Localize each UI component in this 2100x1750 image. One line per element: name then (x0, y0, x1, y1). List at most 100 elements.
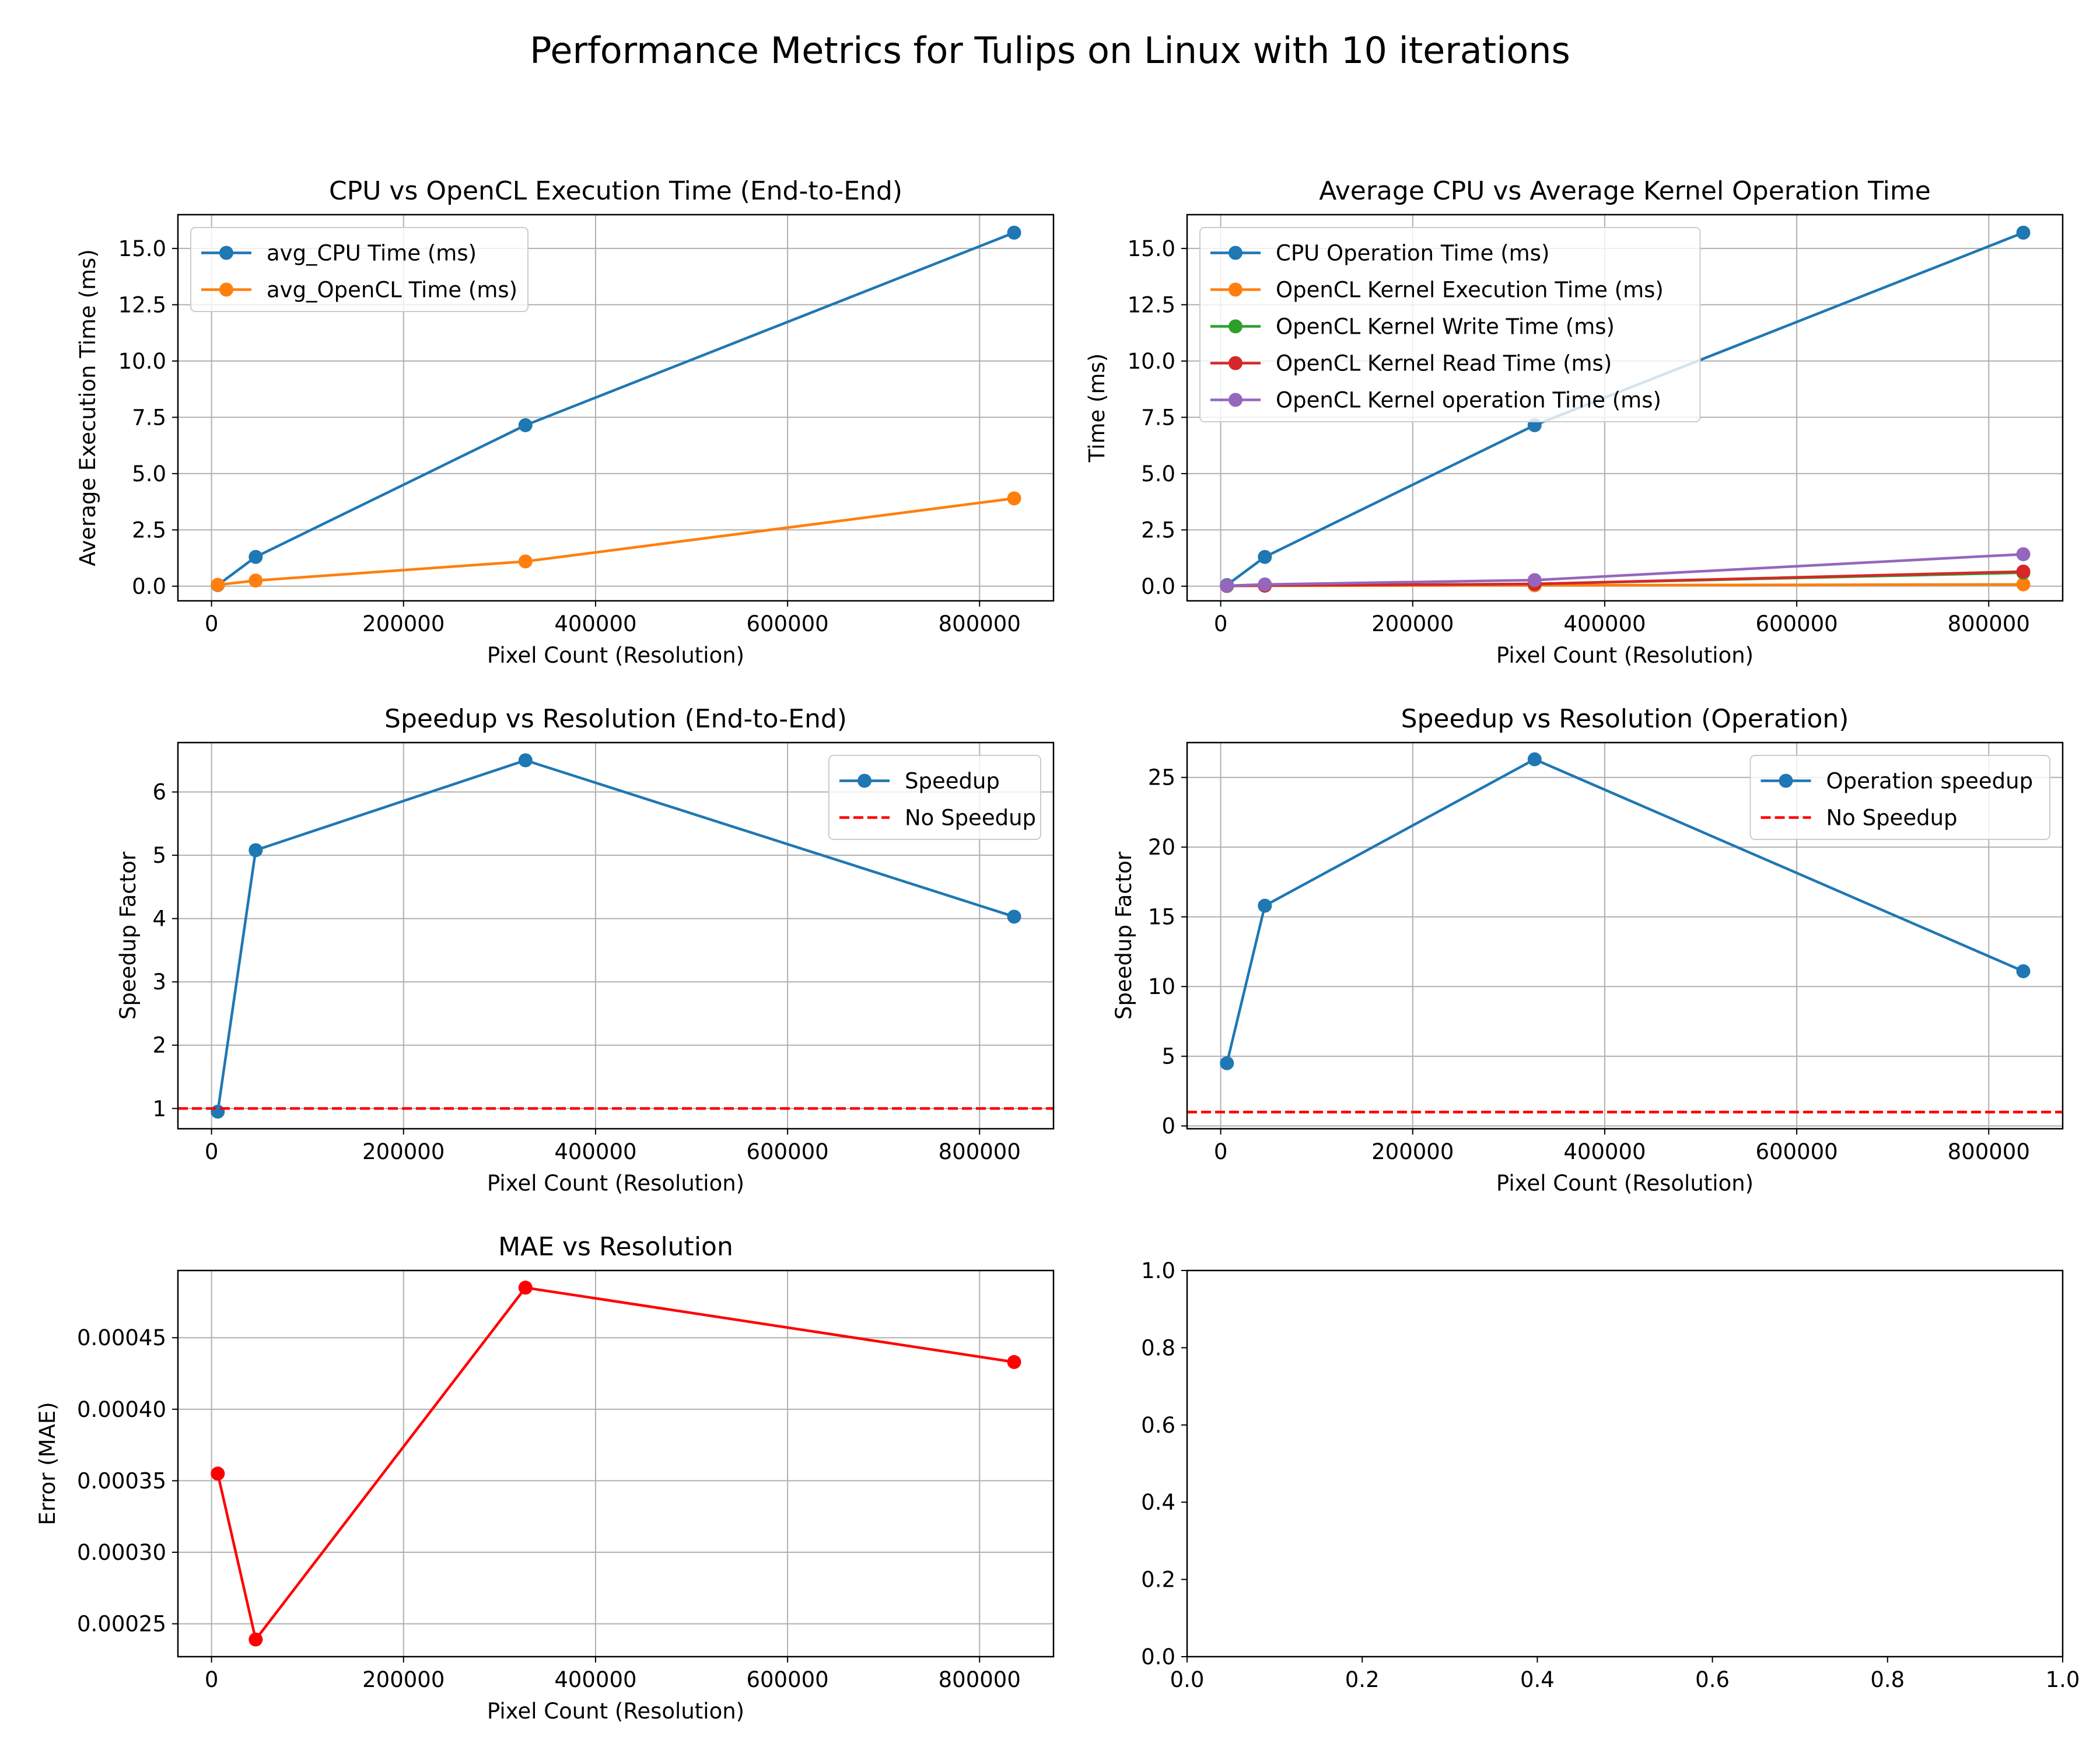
y-axis-label: Speedup Factor (116, 851, 141, 1020)
legend-label: Operation speedup (1826, 769, 2034, 794)
data-point (249, 1632, 263, 1647)
legend-label: CPU Operation Time (ms) (1276, 241, 1549, 266)
legend-box (190, 227, 528, 312)
x-tick-label: 0.4 (1520, 1667, 1555, 1692)
subplot-title: Average CPU vs Average Kernel Operation … (1319, 176, 1931, 206)
y-tick-label: 15.0 (1128, 236, 1175, 261)
series-line (1226, 231, 2024, 586)
legend: Operation speedup No Speedup (1749, 755, 2050, 840)
legend-swatch-marker (858, 774, 872, 788)
data-point (1007, 225, 1021, 240)
data-point (2016, 225, 2031, 240)
data-point (1007, 909, 1021, 924)
axes-frame (1186, 741, 2064, 1130)
x-tick-label: 800000 (1948, 1139, 2030, 1164)
data-point (1007, 1354, 1021, 1369)
x-tick-label: 800000 (1948, 611, 2030, 636)
axes-frame (1186, 1269, 2064, 1658)
y-tick-label: 0.4 (1141, 1490, 1175, 1515)
y-tick-label: 5 (152, 843, 166, 868)
y-tick-label: 0.00030 (77, 1540, 166, 1565)
data-point (2016, 547, 2031, 562)
y-tick-label: 10.0 (1128, 349, 1175, 374)
y-tick-label: 0.00025 (77, 1612, 166, 1637)
y-tick-label: 20 (1148, 835, 1175, 860)
y-tick-label: 0.00035 (77, 1468, 166, 1493)
y-tick-label: 0.00040 (77, 1397, 166, 1422)
data-point (1007, 491, 1021, 506)
x-axis-label: Pixel Count (Resolution) (487, 1171, 744, 1196)
x-tick-label: 200000 (362, 1667, 444, 1692)
subplot-empty: 0.0 0.2 0.4 0.6 0.8 1.0 0.0 0.2 0.4 0.6 0.8 1.0 (1141, 1258, 2080, 1692)
x-axis-label: Pixel Count (Resolution) (487, 1699, 744, 1724)
y-axis-label: Average Execution Time (ms) (75, 249, 100, 566)
subplot-title: Speedup vs Resolution (End-to-End) (384, 704, 847, 734)
legend-swatch-marker (1228, 282, 1242, 297)
x-tick-label: 1.0 (2046, 1667, 2080, 1692)
x-tick-label: 800000 (939, 611, 1021, 636)
legend-swatch-marker (1228, 393, 1242, 407)
legend-box (1749, 755, 2050, 840)
y-tick-label: 0.0 (1141, 1644, 1175, 1670)
legend-swatch-marker (1228, 246, 1242, 260)
y-tick-label: 0.2 (1141, 1567, 1175, 1592)
y-tick-label: 6 (152, 780, 166, 805)
series-op-time-4 (1220, 547, 2031, 593)
x-axis-label: Pixel Count (Resolution) (487, 643, 744, 668)
series-line (1227, 552, 2024, 587)
y-tick-label: 5 (1161, 1044, 1175, 1069)
x-tick-label: 800000 (939, 1139, 1021, 1164)
x-tick-label: 200000 (362, 611, 444, 636)
x-axis-label: Pixel Count (Resolution) (1496, 643, 1754, 668)
y-tick-label: 5.0 (1141, 461, 1175, 487)
subplot-speedup-e2e: 0 200000 400000 600000 800000 1 2 3 4 5 6 Speedup v… (116, 704, 1055, 1196)
y-tick-label: 2.5 (132, 517, 166, 542)
legend-label: OpenCL Kernel Write Time (ms) (1276, 314, 1615, 340)
y-tick-label: 15.0 (118, 236, 166, 261)
y-tick-label: 2 (152, 1033, 166, 1058)
y-tick-label: 1.0 (1141, 1258, 1175, 1283)
subplot-grid: 0 200000 400000 600000 800000 0.0 2.5 5.0 7.5 10.… (35, 176, 2080, 1724)
x-tick-label: 400000 (1563, 1139, 1646, 1164)
y-tick-label: 7.5 (132, 405, 166, 430)
y-tick-label: 0.0 (1141, 574, 1175, 599)
legend: CPU Operation Time (ms) OpenCL Kernel Exe… (1199, 227, 1701, 422)
y-axis-label: Speedup Factor (1111, 851, 1136, 1020)
x-tick-label: 600000 (746, 1667, 828, 1692)
axes-frame (177, 1269, 1055, 1658)
data-point (1527, 573, 1542, 587)
y-tick-label: 12.5 (118, 292, 166, 317)
legend-swatch-marker (1228, 356, 1242, 370)
x-tick-label: 0.8 (1870, 1667, 1905, 1692)
legend-label: OpenCL Kernel Read Time (ms) (1276, 351, 1612, 376)
y-tick-label: 0.8 (1141, 1335, 1175, 1360)
y-tick-label: 2.5 (1141, 517, 1175, 542)
data-point (518, 753, 533, 768)
data-point (1220, 579, 1234, 593)
y-axis-label: Time (ms) (1084, 354, 1110, 463)
y-tick-label: 0.6 (1141, 1413, 1175, 1438)
legend-label: avg_OpenCL Time (ms) (267, 278, 517, 303)
x-tick-label: 200000 (1371, 611, 1454, 636)
data-point (211, 1466, 225, 1481)
y-tick-label: 0.00045 (77, 1325, 166, 1350)
axes-frame (177, 214, 1055, 602)
x-tick-label: 800000 (939, 1667, 1021, 1692)
legend-swatch-marker (1228, 319, 1242, 334)
x-tick-label: 600000 (746, 611, 828, 636)
legend-label: Speedup (905, 769, 1000, 794)
x-tick-label: 400000 (554, 611, 636, 636)
x-tick-label: 0.6 (1695, 1667, 1730, 1692)
y-tick-label: 12.5 (1128, 292, 1175, 317)
y-tick-label: 10.0 (118, 349, 166, 374)
y-tick-label: 0 (1161, 1114, 1175, 1139)
y-tick-label: 10 (1148, 974, 1175, 999)
data-point (2016, 964, 2031, 978)
subplot-mae: 0 200000 400000 600000 800000 0.00025 0.00030 0… (35, 1232, 1055, 1724)
legend-box (1199, 227, 1701, 422)
series-mae-0 (211, 1280, 1021, 1647)
x-tick-label: 0 (205, 1139, 219, 1164)
y-tick-label: 15 (1148, 905, 1175, 930)
data-point (518, 418, 533, 432)
